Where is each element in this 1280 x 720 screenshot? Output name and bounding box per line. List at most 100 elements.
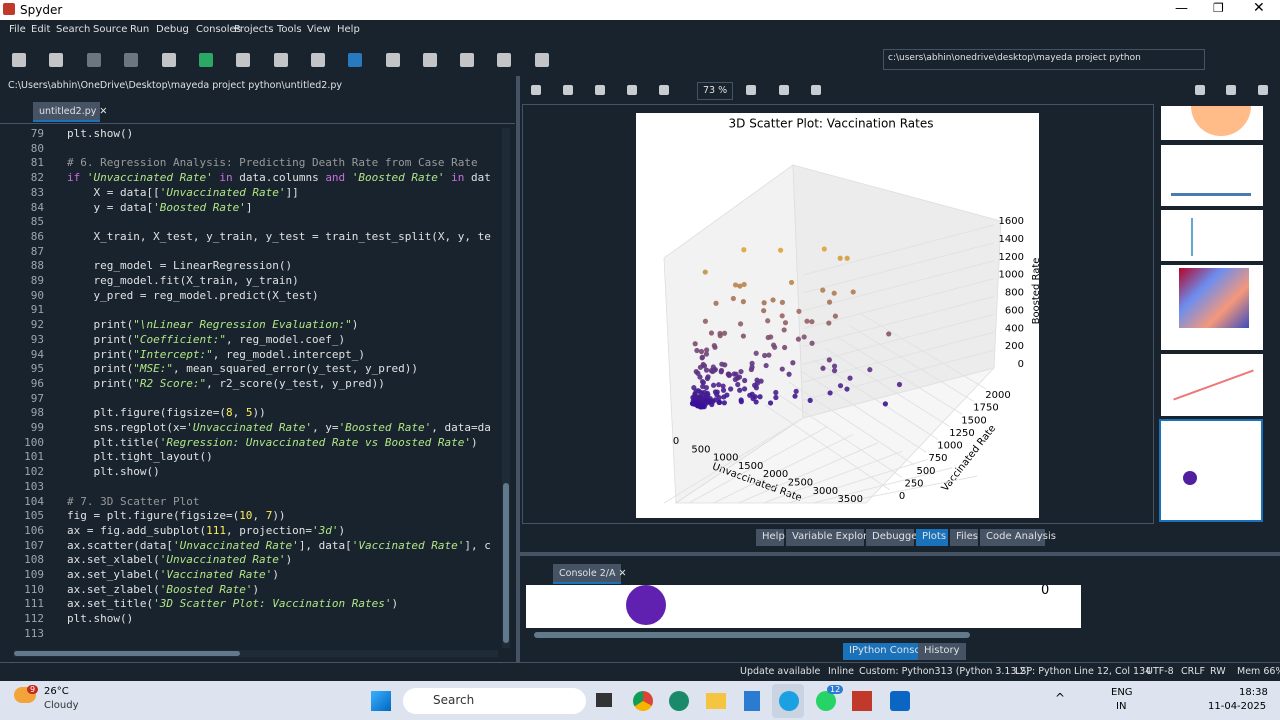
start-button[interactable] [371, 691, 391, 711]
toolbar-button[interactable] [535, 53, 549, 67]
status-item: Custom: Python313 (Python 3.13.2) [859, 666, 1030, 677]
toolbar-button[interactable] [124, 53, 138, 67]
toolbar-button[interactable] [236, 53, 250, 67]
pane-tab[interactable]: Files [950, 529, 978, 546]
code-token: ) [252, 582, 260, 596]
menu-item[interactable]: Help [337, 24, 360, 35]
toolbar-button[interactable] [87, 53, 101, 67]
scatter-dot-image [781, 327, 787, 333]
app-icon[interactable] [596, 693, 612, 707]
thumbnail[interactable] [1161, 210, 1263, 261]
search-box[interactable]: Search [403, 688, 586, 714]
scroll-thumb[interactable] [503, 483, 509, 643]
pane-tab[interactable]: Help [756, 529, 785, 546]
pane-tab[interactable]: Variable Explorer [786, 529, 877, 546]
code-token: ax.set_xlabel( [67, 553, 160, 567]
close[interactable]: ✕ [1253, 0, 1265, 16]
plot-tool-button[interactable] [627, 85, 637, 95]
scatter-dot-image [736, 374, 743, 380]
console-tab[interactable]: Console 2/A ✕ [553, 564, 626, 584]
menu-item[interactable]: Projects [234, 24, 274, 35]
app-icon[interactable] [744, 691, 760, 711]
thumbnail[interactable] [1161, 265, 1263, 350]
toolbar-button[interactable] [12, 53, 26, 67]
code-token: plt.title( [67, 435, 160, 449]
region[interactable]: IN [1116, 701, 1127, 712]
code-line: ax.set_title('3D Scatter Plot: Vaccinati… [67, 597, 398, 610]
menu-item[interactable]: Debug [156, 24, 189, 35]
clock-date[interactable]: 11-04-2025 [1208, 701, 1267, 712]
scatter-dot-image [738, 399, 744, 405]
code-token: 'Unvaccinated Rate' [159, 553, 286, 567]
splitter[interactable] [516, 76, 520, 666]
toolbar-button[interactable] [497, 53, 511, 67]
h-scrollbar[interactable] [14, 650, 498, 657]
toolbar-button[interactable] [460, 53, 474, 67]
scatter-dot-image [792, 393, 798, 399]
app-icon[interactable] [633, 691, 653, 711]
minimize[interactable]: — [1175, 1, 1188, 16]
plot-tool-button[interactable] [1258, 85, 1268, 95]
editor-tab[interactable]: untitled2.py ✕ [33, 102, 107, 122]
code-editor[interactable]: 79 plt.show() 80 81 # 6. Regression Analysis… [0, 125, 498, 645]
toolbar-button[interactable] [348, 53, 362, 67]
menu-item[interactable]: Source [93, 24, 128, 35]
console-bottom-tab[interactable]: IPython Console [843, 643, 936, 660]
plot-tool-button[interactable] [746, 85, 756, 95]
scatter-dot-image [702, 318, 709, 324]
maximize[interactable]: ❐ [1213, 1, 1224, 15]
y-grid-line [764, 404, 891, 491]
scatter-dot-image [757, 394, 763, 400]
toolbar-button[interactable] [162, 53, 176, 67]
menu-item[interactable]: Consoles [196, 24, 241, 35]
menu-item[interactable]: Run [130, 24, 150, 35]
plot-tool-button[interactable] [811, 85, 821, 95]
code-token: y = data[ [67, 200, 154, 214]
plot-tool-button[interactable] [779, 85, 789, 95]
thumbnail[interactable] [1161, 354, 1263, 416]
pane-tab[interactable]: Code Analysis [980, 529, 1056, 546]
clock-time[interactable]: 18:38 [1239, 687, 1268, 698]
scatter-dot-image [713, 300, 719, 306]
thumbnail[interactable] [1161, 106, 1263, 140]
active-app[interactable] [772, 684, 804, 718]
pane-tab[interactable]: Plots [916, 529, 948, 546]
v-scrollbar[interactable] [502, 128, 510, 648]
pane-tab[interactable]: Debugger [866, 529, 922, 546]
scatter-dot-image [735, 381, 741, 388]
plot-tool-button[interactable] [1226, 85, 1236, 95]
y-grid-line [788, 381, 915, 466]
menu-item[interactable]: Search [56, 24, 91, 35]
plot-tool-button[interactable] [595, 85, 605, 95]
tray-chevron[interactable]: ^ [1055, 691, 1066, 705]
menu-item[interactable]: Edit [31, 24, 51, 35]
toolbar-button[interactable] [311, 53, 325, 67]
app-icon[interactable] [852, 691, 872, 711]
thumbnail[interactable] [1161, 145, 1263, 206]
console-scroll[interactable] [534, 632, 970, 638]
toolbar-button[interactable] [423, 53, 437, 67]
toolbar-button[interactable] [386, 53, 400, 67]
code-token: , [232, 406, 246, 420]
menu-item[interactable]: View [307, 24, 331, 35]
code-token: "Coefficient:" [133, 332, 226, 346]
lang[interactable]: ENG [1111, 687, 1133, 698]
app-icon[interactable] [706, 693, 726, 709]
menu-item[interactable]: File [9, 24, 26, 35]
plot-tool-button[interactable] [659, 85, 669, 95]
plot-tool-button[interactable] [563, 85, 573, 95]
toolbar-button[interactable] [199, 53, 213, 67]
plot-tool-button[interactable] [531, 85, 541, 95]
toolbar-button[interactable] [49, 53, 63, 67]
zoom-box[interactable]: 73 % [697, 82, 733, 100]
console-bottom-tab[interactable]: History [918, 643, 966, 660]
app-icon[interactable] [890, 691, 910, 711]
scroll-thumb[interactable] [14, 651, 240, 656]
toolbar-button[interactable] [274, 53, 288, 67]
plot-tool-button[interactable] [1195, 85, 1205, 95]
menu-item[interactable]: Tools [277, 24, 302, 35]
app-icon[interactable] [669, 691, 689, 711]
thumbnail-selected[interactable] [1159, 419, 1263, 522]
working-dir[interactable]: c:\users\abhin\onedrive\desktop\mayeda p… [883, 49, 1205, 70]
app-icon[interactable] [816, 691, 836, 711]
